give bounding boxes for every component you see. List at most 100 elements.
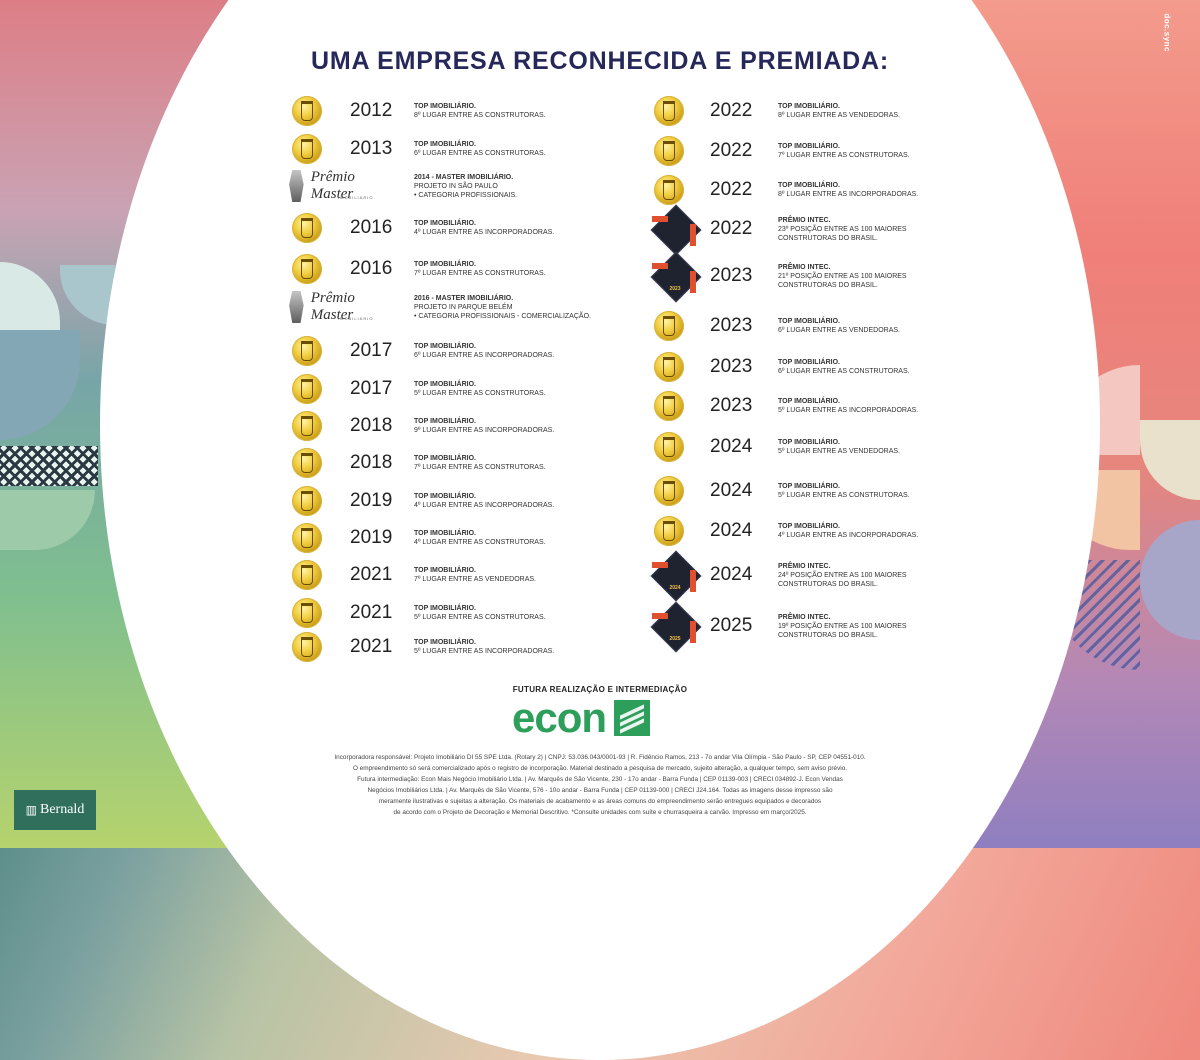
intec-orange-bar (652, 613, 668, 619)
award-description: TOP IMOBILIÁRIO. 6º LUGAR ENTRE AS INCORP… (414, 342, 554, 360)
award-year: 2021 (350, 564, 393, 585)
award-row: 2023 TOP IMOBILIÁRIO. 5º LUGAR ENTRE AS IN… (648, 388, 948, 424)
award-row: 2023 TOP IMOBILIÁRIO. 6º LUGAR ENTRE AS CO… (648, 349, 948, 385)
trophy-icon (301, 453, 313, 473)
award-description: 2016 - MASTER IMOBILIÁRIO. PROJETO IN PAR… (414, 294, 591, 321)
award-row: 2024 2024 PRÊMIO INTEC. 24º POSIÇÃO ENTRE A… (648, 550, 948, 602)
deco-zigzag (0, 446, 98, 486)
award-row: 2018 TOP IMOBILIÁRIO. 9º LUGAR ENTRE AS IN… (286, 408, 626, 444)
award-year: 2019 (350, 490, 393, 511)
trophy-icon (663, 316, 675, 336)
trophy-icon (663, 481, 675, 501)
legal-line: meramente ilustrativas e sujeitas a alte… (378, 798, 822, 805)
award-description: TOP IMOBILIÁRIO. 4º LUGAR ENTRE AS INCORP… (414, 219, 554, 237)
trophy-icon (301, 379, 313, 399)
award-row: 2019 TOP IMOBILIÁRIO. 4º LUGAR ENTRE AS CO… (286, 520, 626, 556)
award-title: 2014 - MASTER IMOBILIÁRIO. (414, 173, 514, 181)
award-row: 2017 TOP IMOBILIÁRIO. 6º LUGAR ENTRE AS IN… (286, 333, 626, 369)
intec-badge-year: 2023 (669, 286, 681, 292)
premio-intec-badge-icon: 2024 (650, 550, 702, 602)
trophy-icon (301, 101, 313, 121)
intec-orange-bar (652, 216, 668, 222)
award-year: 2018 (350, 452, 393, 473)
trophy-icon (301, 637, 313, 657)
award-row: 2018 TOP IMOBILIÁRIO. 7º LUGAR ENTRE AS CO… (286, 445, 626, 481)
intec-orange-bar (690, 621, 696, 643)
trophy-icon (663, 357, 675, 377)
legal-line: O empreendimento só será comercializado … (352, 765, 848, 772)
award-description: TOP IMOBILIÁRIO. 6º LUGAR ENTRE AS VENDED… (778, 317, 900, 335)
top-imobiliario-medal-icon (654, 175, 684, 205)
legal-line: Incorporadora responsável: Projeto Imobi… (334, 754, 866, 761)
award-title: TOP IMOBILIÁRIO. (778, 318, 840, 325)
award-title: TOP IMOBILIÁRIO. (414, 639, 476, 646)
award-title: TOP IMOBILIÁRIO. (414, 343, 476, 350)
top-imobiliario-medal-icon (292, 213, 322, 243)
award-detail-line: 4º LUGAR ENTRE AS INCORPORADORAS. (778, 532, 919, 539)
premio-master-logo-text: Prêmio Master (310, 169, 355, 202)
award-year: 2024 (710, 480, 753, 501)
award-row: 2024 TOP IMOBILIÁRIO. 4º LUGAR ENTRE AS IN… (648, 513, 948, 549)
econ-logo: econ (512, 694, 651, 741)
award-description: PRÊMIO INTEC. 19º POSIÇÃO ENTRE AS 100 MA… (778, 613, 907, 640)
award-detail-line: 5º LUGAR ENTRE AS CONSTRUTORAS. (414, 614, 546, 621)
trophy-icon (663, 180, 675, 200)
award-detail-line: 5º LUGAR ENTRE AS CONSTRUTORAS. (414, 390, 546, 397)
award-year: 2024 (710, 436, 753, 457)
award-row: 2022 TOP IMOBILIÁRIO. 8º LUGAR ENTRE AS IN… (648, 172, 948, 208)
award-detail-line: 4º LUGAR ENTRE AS INCORPORADORAS. (414, 229, 555, 236)
award-row: 2025 2025 PRÊMIO INTEC. 19º POSIÇÃO ENTRE A… (648, 601, 948, 653)
award-row: Prêmio Master IMOBILIÁRIO 2014 - MASTER IM… (286, 168, 626, 204)
award-detail-line: PROJETO IN PARQUE BELÉM (414, 303, 513, 311)
award-year: 2016 (350, 258, 393, 279)
award-title: TOP IMOBILIÁRIO. (414, 103, 476, 110)
award-detail-line: • CATEGORIA PROFISSIONAIS. (414, 191, 518, 199)
award-detail-line: 7º LUGAR ENTRE AS CONSTRUTORAS. (778, 152, 910, 159)
award-detail-line: 6º LUGAR ENTRE AS CONSTRUTORAS. (778, 368, 910, 375)
premio-intec-badge-icon: 2025 (650, 601, 702, 653)
premio-master-logo: Prêmio Master IMOBILIÁRIO (286, 290, 396, 324)
award-description: TOP IMOBILIÁRIO. 5º LUGAR ENTRE AS INCORP… (778, 397, 918, 415)
award-title: TOP IMOBILIÁRIO. (778, 103, 840, 110)
award-title: TOP IMOBILIÁRIO. (778, 398, 840, 405)
award-year: 2022 (710, 218, 753, 239)
award-row: 2016 TOP IMOBILIÁRIO. 7º LUGAR ENTRE AS CO… (286, 251, 626, 287)
econ-logo-text: econ (512, 694, 607, 741)
award-description: TOP IMOBILIÁRIO. 6º LUGAR ENTRE AS CONSTR… (778, 358, 910, 376)
award-detail-line: 6º LUGAR ENTRE AS VENDEDORAS. (778, 327, 900, 334)
award-detail-line: 5º LUGAR ENTRE AS INCORPORADORAS. (778, 407, 919, 414)
award-title: PRÊMIO INTEC. (778, 216, 831, 224)
award-row: 2022 TOP IMOBILIÁRIO. 7º LUGAR ENTRE AS CO… (648, 133, 948, 169)
award-description: TOP IMOBILIÁRIO. 5º LUGAR ENTRE AS CONSTR… (414, 604, 546, 622)
award-detail-line: 6º LUGAR ENTRE AS INCORPORADORAS. (414, 352, 555, 359)
trophy-icon (301, 491, 313, 511)
award-title: TOP IMOBILIÁRIO. (414, 493, 476, 500)
award-title: TOP IMOBILIÁRIO. (778, 523, 840, 530)
award-detail-line: 24º POSIÇÃO ENTRE AS 100 MAIORES (778, 571, 907, 579)
award-detail-line: CONSTRUTORAS DO BRASIL. (778, 580, 878, 588)
award-description: 2014 - MASTER IMOBILIÁRIO. PROJETO IN SÃO… (414, 173, 517, 200)
award-description: TOP IMOBILIÁRIO. 7º LUGAR ENTRE AS CONSTR… (414, 260, 546, 278)
legal-line: de acordo com o Projeto de Decoração e M… (393, 809, 807, 816)
award-row: 2022 TOP IMOBILIÁRIO. 8º LUGAR ENTRE AS VE… (648, 93, 948, 129)
award-title: TOP IMOBILIÁRIO. (778, 182, 840, 189)
award-row: 2012 TOP IMOBILIÁRIO. 8º LUGAR ENTRE AS CO… (286, 93, 626, 129)
award-description: TOP IMOBILIÁRIO. 9º LUGAR ENTRE AS INCORP… (414, 417, 554, 435)
master-trophy-icon (289, 291, 304, 323)
award-title: TOP IMOBILIÁRIO. (414, 141, 476, 148)
award-row: 2021 TOP IMOBILIÁRIO. 5º LUGAR ENTRE AS IN… (286, 629, 626, 665)
intec-badge-year: 2024 (669, 585, 681, 591)
award-row: Prêmio Master IMOBILIÁRIO 2016 - MASTER IM… (286, 289, 626, 325)
award-year: 2013 (350, 138, 393, 159)
top-imobiliario-medal-icon (292, 632, 322, 662)
award-title: TOP IMOBILIÁRIO. (414, 381, 476, 388)
award-detail-line: 4º LUGAR ENTRE AS CONSTRUTORAS. (414, 539, 546, 546)
award-detail-line: 7º LUGAR ENTRE AS CONSTRUTORAS. (414, 464, 546, 471)
award-detail-line: 9º LUGAR ENTRE AS INCORPORADORAS. (414, 427, 555, 434)
trophy-icon (663, 437, 675, 457)
trophy-icon (301, 416, 313, 436)
top-imobiliario-medal-icon (292, 374, 322, 404)
award-year: 2024 (710, 520, 753, 541)
award-title: TOP IMOBILIÁRIO. (778, 143, 840, 150)
award-detail-line: 7º LUGAR ENTRE AS VENDEDORAS. (414, 576, 536, 583)
